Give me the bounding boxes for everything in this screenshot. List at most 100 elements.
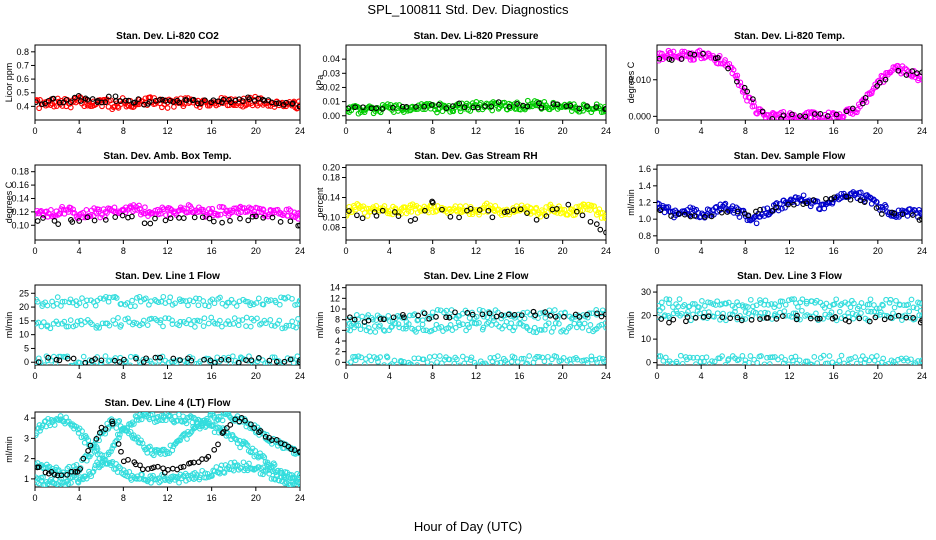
data-point bbox=[676, 296, 683, 302]
data-point bbox=[902, 65, 908, 72]
data-point bbox=[84, 297, 90, 304]
data-point bbox=[670, 48, 677, 55]
data-point bbox=[191, 318, 198, 324]
data-point bbox=[685, 308, 691, 315]
y-tick-label: 0.16 bbox=[11, 180, 29, 190]
data-points bbox=[35, 293, 300, 365]
data-point bbox=[389, 323, 395, 330]
data-point bbox=[762, 309, 768, 316]
data-point bbox=[524, 360, 530, 365]
data-point bbox=[405, 208, 412, 214]
y-tick-label: 1.0 bbox=[638, 214, 651, 224]
data-point bbox=[206, 418, 212, 425]
x-tick-label: 12 bbox=[784, 371, 794, 381]
panel-title: Stan. Dev. Line 2 Flow bbox=[424, 271, 529, 282]
data-point bbox=[249, 213, 256, 220]
data-point bbox=[74, 318, 81, 325]
x-tick-label: 24 bbox=[295, 493, 305, 503]
data-point bbox=[68, 480, 74, 486]
data-point bbox=[490, 317, 497, 324]
data-point bbox=[90, 468, 97, 475]
data-point bbox=[722, 57, 728, 63]
data-point bbox=[373, 105, 380, 111]
data-point bbox=[569, 314, 576, 321]
y-tick-label: 0.10 bbox=[11, 220, 29, 230]
data-point bbox=[713, 204, 720, 210]
data-point bbox=[811, 354, 818, 360]
data-point bbox=[220, 469, 227, 475]
data-point bbox=[35, 99, 39, 106]
data-point bbox=[53, 356, 60, 363]
data-point bbox=[457, 108, 464, 115]
data-point bbox=[201, 97, 208, 104]
data-point bbox=[735, 356, 742, 363]
data-point bbox=[687, 57, 694, 63]
data-point bbox=[188, 321, 194, 328]
data-point bbox=[253, 213, 259, 220]
data-point bbox=[576, 105, 583, 112]
data-point bbox=[228, 99, 234, 106]
data-point bbox=[82, 302, 89, 309]
data-point bbox=[733, 75, 740, 82]
data-point bbox=[873, 205, 880, 211]
data-point bbox=[919, 216, 922, 223]
data-point bbox=[391, 209, 398, 215]
y-tick-label: 10 bbox=[641, 334, 651, 344]
data-point bbox=[831, 301, 838, 308]
data-point bbox=[538, 104, 545, 111]
data-point bbox=[152, 215, 158, 222]
data-point bbox=[248, 421, 254, 428]
data-point bbox=[188, 357, 195, 364]
data-point bbox=[70, 355, 77, 362]
data-point bbox=[132, 303, 138, 309]
data-point bbox=[266, 361, 273, 365]
data-point bbox=[490, 99, 497, 105]
plot-frame bbox=[34, 164, 301, 241]
data-point bbox=[408, 361, 414, 365]
data-point bbox=[157, 354, 163, 361]
data-point bbox=[194, 100, 201, 107]
x-tick-label: 4 bbox=[77, 126, 82, 136]
data-point bbox=[37, 427, 43, 434]
data-point bbox=[218, 356, 225, 363]
data-point bbox=[281, 358, 288, 365]
data-point bbox=[42, 100, 48, 107]
data-point bbox=[514, 101, 520, 107]
y-tick-label: 0.14 bbox=[11, 193, 29, 203]
data-point bbox=[538, 327, 545, 333]
data-point bbox=[871, 308, 878, 315]
data-point bbox=[687, 354, 693, 361]
data-point bbox=[214, 211, 221, 218]
data-point bbox=[434, 359, 440, 365]
data-point bbox=[429, 199, 436, 206]
data-point bbox=[377, 316, 384, 322]
data-point bbox=[840, 113, 847, 120]
data-point bbox=[361, 109, 368, 116]
data-point bbox=[521, 315, 528, 322]
data-point bbox=[476, 320, 482, 326]
data-point bbox=[219, 430, 226, 436]
data-point bbox=[747, 353, 754, 359]
data-point bbox=[742, 309, 749, 315]
data-point bbox=[734, 78, 740, 85]
panel-9: Stan. Dev. Line 3 Flow ml/min 0 4 8 12 16 20 24 0… bbox=[626, 271, 927, 381]
data-point bbox=[588, 202, 595, 209]
data-point bbox=[765, 112, 772, 118]
data-point bbox=[297, 212, 300, 219]
data-point bbox=[98, 360, 105, 365]
data-point bbox=[160, 323, 166, 330]
data-points bbox=[657, 296, 922, 365]
data-point bbox=[847, 196, 854, 203]
data-point bbox=[761, 361, 768, 365]
data-point bbox=[297, 222, 300, 229]
data-point bbox=[511, 311, 518, 318]
data-point bbox=[365, 312, 372, 318]
data-point bbox=[456, 100, 463, 107]
data-point bbox=[129, 213, 135, 220]
data-point bbox=[461, 208, 468, 214]
data-point bbox=[891, 210, 898, 217]
data-point bbox=[145, 466, 151, 472]
data-point bbox=[799, 296, 806, 303]
data-point bbox=[167, 294, 174, 301]
data-point bbox=[230, 102, 237, 109]
